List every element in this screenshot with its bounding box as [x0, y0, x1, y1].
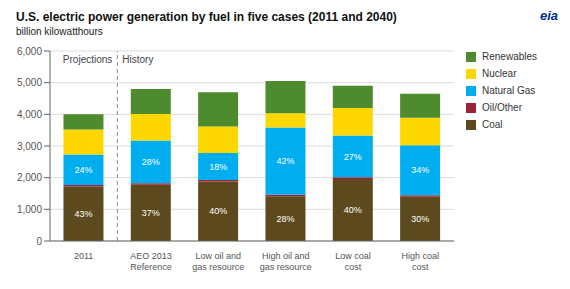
html-text:U.S. electric power generation: U.S. electric power generation by fuel i… — [16, 10, 397, 24]
svg-text:30%: 30% — [411, 214, 429, 224]
svg-text:1,000: 1,000 — [17, 204, 42, 215]
svg-text:3,000: 3,000 — [17, 141, 42, 152]
svg-text:High oil andgas resource: High oil andgas resource — [260, 251, 312, 272]
html-text:Natural Gas: Natural Gas — [482, 85, 536, 96]
html-text:Coal: Coal — [482, 119, 503, 130]
svg-text:0: 0 — [36, 236, 42, 247]
svg-text:28%: 28% — [142, 157, 160, 167]
svg-text:AEO 2013Reference: AEO 2013Reference — [130, 251, 172, 272]
svg-text:Projections: Projections — [63, 54, 112, 65]
svg-text:24%: 24% — [74, 165, 92, 175]
svg-text:34%: 34% — [411, 165, 429, 175]
svg-text:High coalcost: High coalcost — [402, 251, 440, 272]
svg-text:43%: 43% — [74, 209, 92, 219]
svg-text:2,000: 2,000 — [17, 172, 42, 183]
svg-text:42%: 42% — [276, 156, 294, 166]
svg-text:40%: 40% — [209, 206, 227, 216]
html-text:billion kilowatthours: billion kilowatthours — [16, 26, 103, 37]
html-text:eia: eia — [539, 8, 558, 23]
svg-text:4,000: 4,000 — [17, 109, 42, 120]
svg-text:2011: 2011 — [74, 251, 93, 261]
svg-text:18%: 18% — [209, 162, 227, 172]
html-text:Nuclear: Nuclear — [482, 68, 517, 79]
svg-text:6,000: 6,000 — [17, 46, 42, 57]
svg-text:Low coalcost: Low coalcost — [335, 251, 371, 272]
svg-text:Low oil andgas resource: Low oil andgas resource — [192, 251, 244, 272]
svg-text:5,000: 5,000 — [17, 77, 42, 88]
html-text:Renewables: Renewables — [482, 51, 537, 62]
svg-text:37%: 37% — [142, 208, 160, 218]
html-text:Oil/Other: Oil/Other — [482, 102, 522, 113]
svg-text:40%: 40% — [344, 205, 362, 215]
svg-text:28%: 28% — [276, 214, 294, 224]
svg-text:27%: 27% — [344, 152, 362, 162]
svg-text:History: History — [122, 54, 153, 65]
